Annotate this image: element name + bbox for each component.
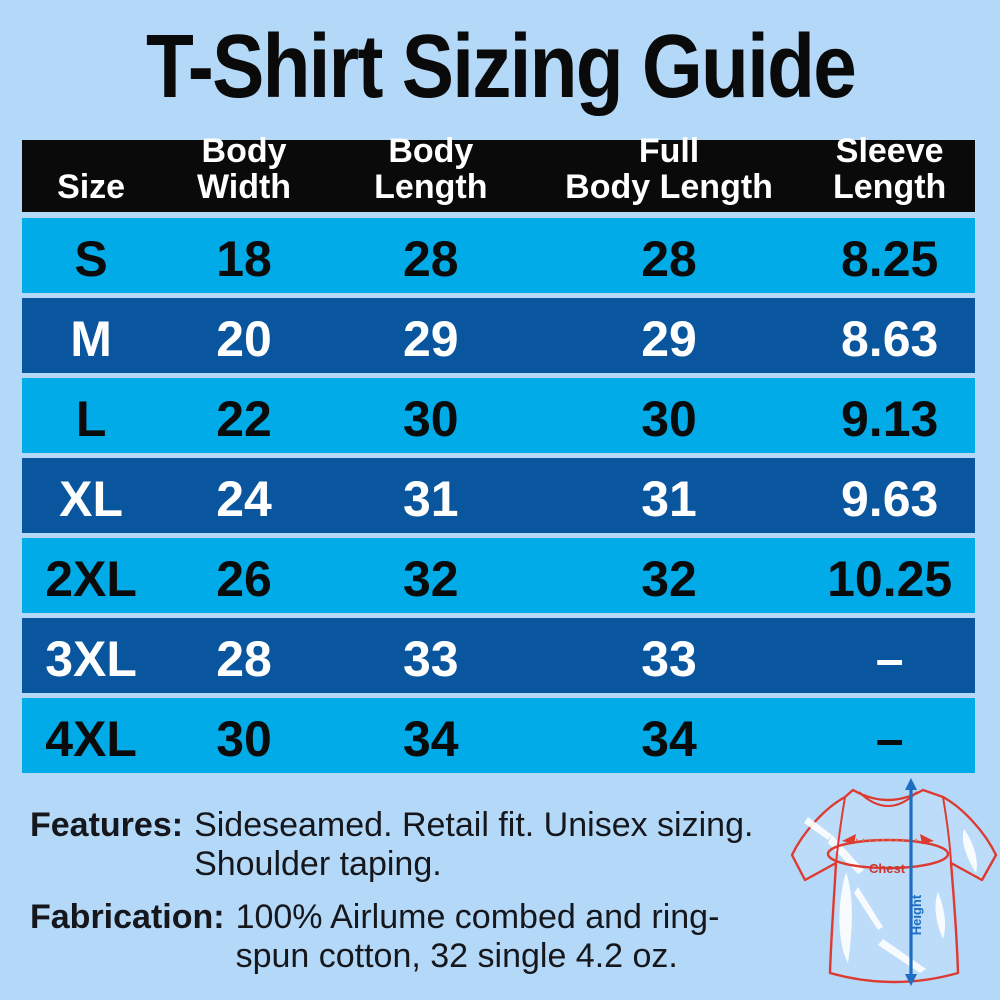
fabrication-label: Fabrication:: [30, 898, 225, 936]
shirt-highlights: [804, 817, 977, 973]
cell-full-body-length: 32: [641, 550, 697, 607]
table-row-3xl: 3XL 28 33 33 –: [22, 618, 975, 693]
cell-body-length: 28: [403, 230, 459, 287]
cell-size: M: [70, 310, 112, 367]
features-label: Features:: [30, 806, 184, 844]
page-title: T-Shirt Sizing Guide: [145, 17, 856, 117]
column-header-full-body-length: Full Body Length: [565, 131, 773, 206]
height-arrow-top: [905, 778, 917, 790]
cell-body-width: 26: [216, 550, 272, 607]
cell-size: XL: [59, 470, 124, 527]
cell-size: 4XL: [45, 710, 137, 767]
cell-full-body-length: 30: [641, 390, 697, 447]
table-row-l: L 22 30 30 9.13: [22, 378, 975, 453]
chest-arrow-left: [842, 834, 856, 844]
cell-body-length: 31: [403, 470, 459, 527]
cell-full-body-length: 33: [641, 630, 697, 687]
table-row-2xl: 2XL 26 32 32 10.25: [22, 538, 975, 613]
column-header-body-width: Body Width: [196, 131, 292, 206]
cell-body-width: 24: [216, 470, 272, 527]
height-label: Height: [909, 894, 924, 935]
table-row-xl: XL 24 31 31 9.63: [22, 458, 975, 533]
table-header-row: Size Body Width Body Length Full Body Le…: [22, 133, 975, 212]
features-note: Features: Sideseamed. Retail fit. Unisex…: [30, 806, 790, 884]
height-arrow-bottom: [905, 974, 917, 986]
table-row-s: S 18 28 28 8.25: [22, 218, 975, 293]
cell-size: L: [75, 390, 107, 447]
cell-body-width: 30: [216, 710, 272, 767]
cell-size: S: [74, 230, 108, 287]
cell-body-length: 30: [403, 390, 459, 447]
sizing-table: Size Body Width Body Length Full Body Le…: [22, 133, 975, 778]
cell-body-length: 34: [403, 710, 459, 767]
notes-section: Features: Sideseamed. Retail fit. Unisex…: [30, 806, 790, 990]
features-text: Sideseamed. Retail fit. Unisex sizing. S…: [194, 806, 754, 883]
page-title-area: T-Shirt Sizing Guide: [0, 8, 1000, 128]
column-header-body-length: Body Length: [374, 131, 488, 206]
column-header-sleeve-length: Sleeve Length: [833, 131, 947, 206]
cell-sleeve-length: 10.25: [827, 550, 953, 607]
cell-sleeve-length: 8.25: [841, 230, 939, 287]
cell-body-length: 33: [403, 630, 459, 687]
fabrication-note: Fabrication: 100% Airlume combed and rin…: [30, 898, 790, 976]
chest-ellipse: [826, 838, 950, 870]
cell-body-length: 32: [403, 550, 459, 607]
cell-sleeve-length: 9.63: [841, 470, 939, 527]
table-row-4xl: 4XL 30 34 34 –: [22, 698, 975, 773]
cell-size: 2XL: [45, 550, 137, 607]
cell-body-width: 18: [216, 230, 272, 287]
fabrication-text: 100% Airlume combed and ring- spun cotto…: [235, 898, 720, 975]
cell-full-body-length: 28: [641, 230, 697, 287]
tshirt-measurement-diagram: Chest Height: [790, 778, 998, 986]
cell-body-length: 29: [403, 310, 459, 367]
column-header-size: Size: [57, 167, 126, 206]
cell-sleeve-length: –: [875, 710, 904, 767]
cell-full-body-length: 29: [641, 310, 697, 367]
cell-full-body-length: 34: [641, 710, 697, 767]
cell-body-width: 22: [216, 390, 272, 447]
cell-sleeve-length: –: [875, 630, 904, 687]
chest-arrow-right: [920, 834, 934, 844]
table-row-m: M 20 29 29 8.63: [22, 298, 975, 373]
cell-sleeve-length: 8.63: [841, 310, 939, 367]
chest-label: Chest: [869, 861, 906, 876]
cell-sleeve-length: 9.13: [841, 390, 939, 447]
cell-full-body-length: 31: [641, 470, 697, 527]
cell-size: 3XL: [45, 630, 137, 687]
cell-body-width: 28: [216, 630, 272, 687]
cell-body-width: 20: [216, 310, 272, 367]
